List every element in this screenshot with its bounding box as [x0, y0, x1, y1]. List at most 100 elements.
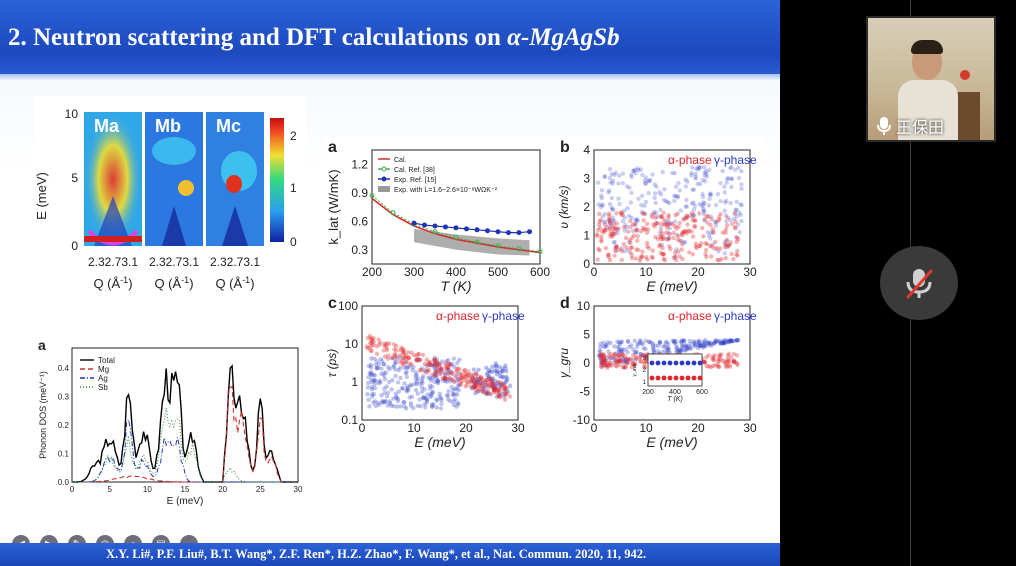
scatter-point: [663, 221, 668, 227]
scatter-point: [404, 374, 410, 380]
scatter-point: [724, 180, 729, 185]
scatter-point: [609, 205, 614, 211]
scatter-point: [691, 187, 697, 192]
scatter-point: [626, 240, 632, 245]
ytick-d: 5: [583, 328, 590, 342]
scatter-point: [469, 372, 474, 377]
scatter-point: [372, 381, 378, 387]
scatter-point: [480, 377, 485, 382]
scatter-point: [599, 195, 605, 201]
scatter-point: [625, 360, 630, 366]
scatter-point: [601, 356, 606, 361]
scatter-point: [726, 351, 732, 357]
scatter-point: [400, 386, 405, 391]
scatter-point: [620, 218, 626, 224]
scatter-point: [708, 236, 713, 241]
scatter-point: [385, 364, 391, 370]
scatter-point: [715, 364, 721, 369]
scatter-point: [681, 338, 687, 343]
scatter-point: [657, 242, 663, 248]
scatter-point: [424, 400, 429, 405]
slide-footer: X.Y. Li#, P.F. Liu#, B.T. Wang*, Z.F. Re…: [0, 543, 780, 566]
scatter-point: [729, 184, 734, 190]
scatter-point: [492, 388, 497, 393]
scatter-point: [692, 224, 698, 230]
scatter-point: [658, 192, 664, 197]
scatter-cloud-d: [596, 338, 741, 370]
scatter-point: [701, 200, 706, 205]
scatter-point: [645, 244, 650, 249]
scatter-point: [690, 217, 695, 223]
scatter-point: [433, 358, 438, 364]
scatter-point: [724, 223, 730, 228]
ylabel-d: γ_gru: [557, 348, 571, 378]
scatter-point: [689, 201, 695, 206]
scatter-point: [731, 256, 736, 262]
scatter-point: [394, 395, 399, 400]
scatter-point: [432, 372, 437, 377]
scatter-point: [686, 228, 691, 233]
scatter-point: [612, 351, 617, 357]
panel-mb: [145, 112, 203, 246]
scatter-point: [726, 362, 732, 368]
scatter-point: [667, 244, 672, 249]
scatter-point: [503, 391, 508, 396]
scatter-point: [634, 228, 639, 234]
scatter-point: [681, 339, 686, 344]
scatter-point: [607, 201, 613, 207]
scatter-point: [707, 192, 713, 197]
scatter-point: [700, 191, 705, 197]
scatter-point: [476, 386, 481, 392]
scatter-point: [449, 370, 454, 376]
scatter-point: [481, 385, 486, 390]
scatter-point: [723, 255, 728, 261]
scatter-point: [611, 222, 617, 227]
scatter-point: [451, 378, 456, 383]
scatter-point: [702, 170, 707, 175]
scatter-point: [622, 208, 627, 213]
scatter-point: [717, 353, 722, 359]
scatter-point: [736, 165, 741, 170]
inset-ytick: 1: [643, 380, 647, 386]
scatter-point: [734, 252, 739, 257]
scatter-point: [414, 358, 420, 363]
scatter-point: [643, 180, 648, 186]
scatter-point: [607, 257, 613, 263]
scatter-point: [485, 370, 490, 375]
scatter-point: [674, 345, 680, 351]
scatter-point: [739, 182, 744, 187]
scatter-point: [697, 201, 702, 207]
scatter-point: [422, 401, 428, 407]
scatter-point: [641, 210, 647, 216]
ins-xlabel-ma: Q (Å-1): [93, 275, 132, 291]
dos-xlabel: E (meV): [167, 496, 204, 506]
dos-series-mg: [72, 385, 298, 483]
scatter-point: [384, 384, 389, 389]
scatter-point: [706, 364, 712, 369]
scatter-point: [722, 359, 727, 365]
participant-video-tile[interactable]: 王保田: [866, 16, 996, 142]
scatter-point: [664, 237, 669, 242]
scatter-point: [650, 344, 656, 349]
scatter-point: [632, 167, 638, 172]
scatter-point: [649, 212, 654, 217]
scatter-point: [720, 340, 725, 345]
scatter-point: [608, 231, 613, 237]
scatter-point: [708, 230, 714, 236]
klat-legend-label: Exp. with L=1.6~2.6×10⁻⁸WΩK⁻²: [394, 187, 498, 194]
panel-letter-d: d: [560, 295, 570, 312]
scatter-point: [698, 241, 704, 246]
scatter-point: [735, 338, 740, 343]
scatter-point: [607, 227, 613, 232]
scatter-point: [500, 368, 505, 374]
scatter-point: [723, 230, 728, 235]
scatter-point: [650, 255, 655, 261]
scatter-point: [397, 359, 403, 365]
mute-toggle-button[interactable]: [880, 246, 958, 320]
scatter-point: [494, 386, 500, 392]
scatter-point: [630, 347, 636, 352]
scatter-point: [673, 213, 678, 218]
scatter-point: [406, 355, 411, 360]
scatter-point: [365, 392, 370, 397]
scatter-point: [486, 382, 492, 387]
